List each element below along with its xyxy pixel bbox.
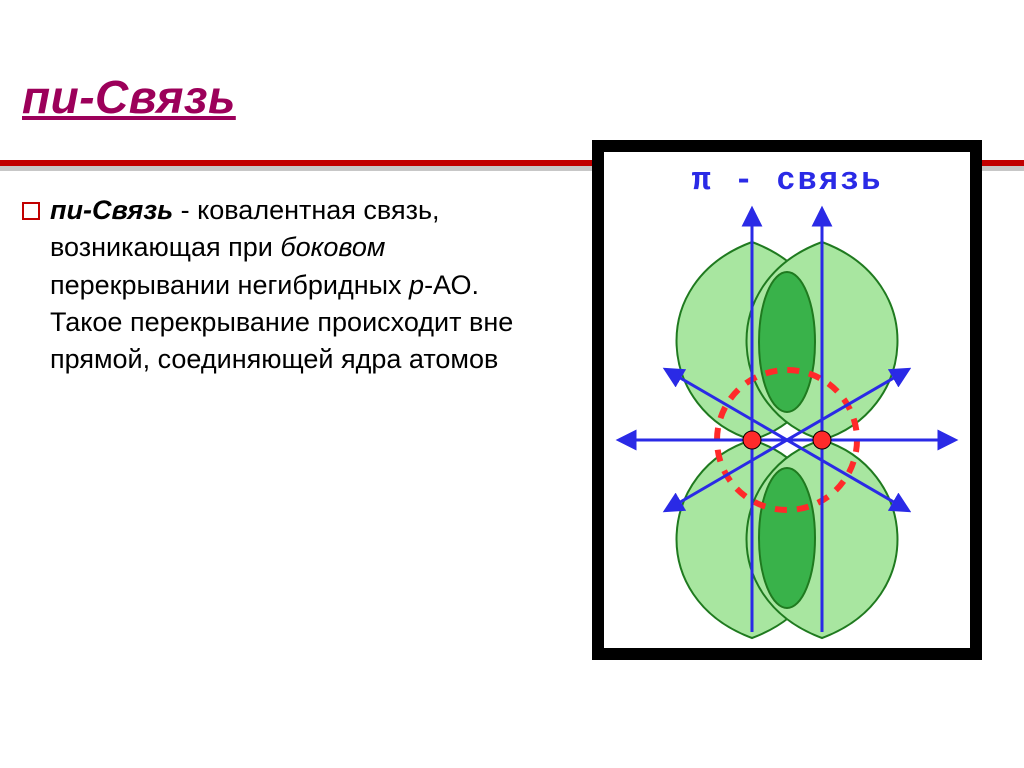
diagram-inner: π - связь (604, 152, 970, 648)
pi-bond-diagram (604, 152, 970, 648)
bullet-marker (22, 202, 40, 220)
body-italic1: боковом (280, 232, 385, 262)
slide: пи-Связь пи-Связь - ковалентная связь, в… (0, 0, 1024, 768)
diagram-panel: π - связь (592, 140, 982, 660)
page-title: пи-Связь (22, 70, 236, 124)
body-rest2: перекрывании негибридных (50, 270, 409, 300)
body-paragraph: пи-Связь - ковалентная связь, возникающа… (50, 192, 540, 378)
body-italic2: p (409, 270, 424, 300)
term: пи-Связь (50, 195, 173, 225)
